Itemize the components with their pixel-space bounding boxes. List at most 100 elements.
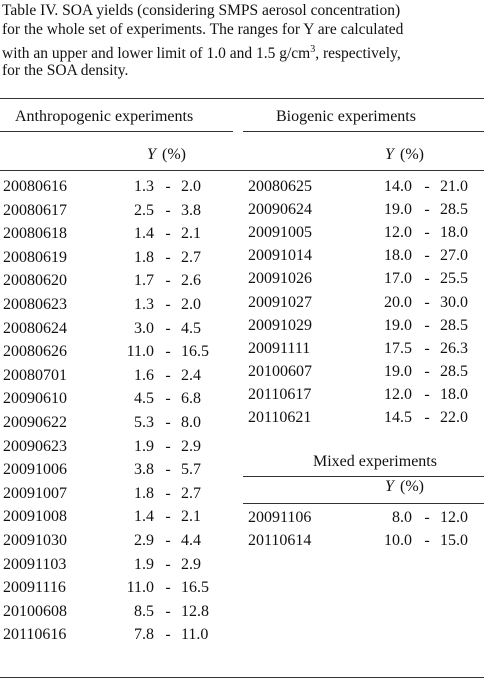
y-unit: (%) (162, 146, 186, 163)
y-high: 27.0 (440, 247, 468, 265)
y-low: 2.9 (134, 532, 154, 549)
y-low: 19.0 (384, 201, 412, 219)
y-low: 1.8 (134, 248, 154, 266)
experiment-id: 20091026 (248, 270, 312, 288)
experiment-id: 20091029 (248, 316, 312, 334)
experiment-id: 20080626 (3, 343, 67, 361)
y-high: 30.0 (440, 293, 468, 311)
rule (0, 677, 484, 678)
y-high: 2.4 (181, 366, 201, 384)
y-unit: (%) (400, 146, 424, 163)
section-title: Mixed experiments (313, 453, 437, 470)
y-high: 28.5 (440, 362, 468, 380)
y-low: 19.0 (384, 316, 412, 334)
separator: - (424, 532, 430, 549)
separator: - (165, 414, 171, 431)
y-symbol: Y (385, 478, 394, 495)
rule (0, 170, 484, 171)
y-low: 10.0 (384, 532, 412, 549)
y-low: 8.0 (392, 509, 412, 526)
y-low: 17.5 (384, 339, 412, 357)
y-low: 11.0 (126, 343, 154, 361)
experiment-id: 20110621 (248, 409, 312, 426)
rule (0, 98, 484, 99)
separator: - (424, 201, 430, 219)
experiment-id: 20110617 (248, 385, 312, 403)
separator: - (424, 247, 430, 265)
caption-sup: 3 (310, 44, 316, 55)
experiment-id: 20080623 (3, 296, 67, 313)
experiment-id: 20090624 (248, 201, 312, 219)
y-low: 3.8 (134, 461, 154, 479)
separator: - (424, 339, 430, 357)
y-symbol: Y (385, 146, 394, 163)
separator: - (165, 390, 171, 408)
separator: - (165, 484, 171, 502)
separator: - (424, 178, 430, 195)
separator: - (165, 461, 171, 479)
experiment-id: 20091103 (3, 555, 67, 573)
y-low: 14.0 (384, 178, 412, 195)
rule (0, 131, 233, 132)
caption-text: with an upper and lower limit of 1.0 and… (2, 45, 311, 63)
separator: - (165, 201, 171, 219)
y-high: 16.5 (181, 579, 209, 597)
y-high: 2.0 (181, 296, 201, 313)
experiment-id: 20080701 (3, 366, 67, 384)
y-low: 1.9 (134, 555, 154, 573)
separator: - (165, 532, 171, 549)
y-low: 1.8 (134, 484, 154, 502)
separator: - (165, 508, 171, 526)
experiment-id: 20091007 (3, 484, 67, 502)
y-high: 21.0 (440, 178, 468, 195)
separator: - (424, 409, 430, 426)
y-high: 25.5 (440, 270, 468, 288)
y-low: 7.8 (134, 626, 154, 644)
experiment-id: 20080617 (3, 201, 67, 219)
caption-line: with an upper and lower limit of 1.0 and… (2, 41, 401, 63)
y-high: 2.0 (181, 178, 201, 195)
experiment-id: 20080618 (3, 225, 67, 243)
separator: - (165, 248, 171, 266)
separator: - (165, 343, 171, 361)
section-title: Biogenic experiments (276, 108, 416, 125)
y-high: 3.8 (181, 201, 201, 219)
rule (243, 503, 484, 504)
separator: - (165, 437, 171, 455)
experiment-id: 20090610 (3, 390, 67, 408)
y-high: 28.5 (440, 201, 468, 219)
y-low: 3.0 (134, 319, 154, 337)
y-high: 18.0 (440, 385, 468, 403)
caption-line: Table IV. SOA yields (considering SMPS a… (2, 2, 401, 19)
y-high: 28.5 (440, 316, 468, 334)
experiment-id: 20091106 (248, 509, 312, 526)
y-low: 1.9 (134, 437, 154, 455)
y-low: 17.0 (384, 270, 412, 288)
y-low: 4.5 (134, 390, 154, 408)
separator: - (165, 225, 171, 243)
y-high: 6.8 (181, 390, 201, 408)
experiment-id: 20091116 (3, 579, 66, 597)
separator: - (165, 366, 171, 384)
experiment-id: 20091005 (248, 224, 312, 242)
separator: - (165, 319, 171, 337)
experiment-id: 20100607 (248, 362, 312, 380)
y-high: 2.7 (181, 484, 201, 502)
experiment-id: 20091006 (3, 461, 67, 479)
y-high: 2.9 (181, 437, 201, 455)
y-unit: (%) (400, 478, 424, 495)
y-high: 22.0 (440, 409, 468, 426)
separator: - (424, 362, 430, 380)
caption-text: , respectively, (315, 45, 401, 63)
separator: - (424, 293, 430, 311)
rule (243, 131, 484, 132)
y-low: 1.7 (134, 272, 154, 290)
experiment-id: 20080620 (3, 272, 67, 290)
experiment-id: 20091014 (248, 247, 312, 265)
experiment-id: 20091030 (3, 532, 67, 549)
y-high: 26.3 (440, 339, 468, 357)
separator: - (165, 579, 171, 597)
y-low: 8.5 (134, 602, 154, 620)
y-high: 4.5 (181, 319, 201, 337)
